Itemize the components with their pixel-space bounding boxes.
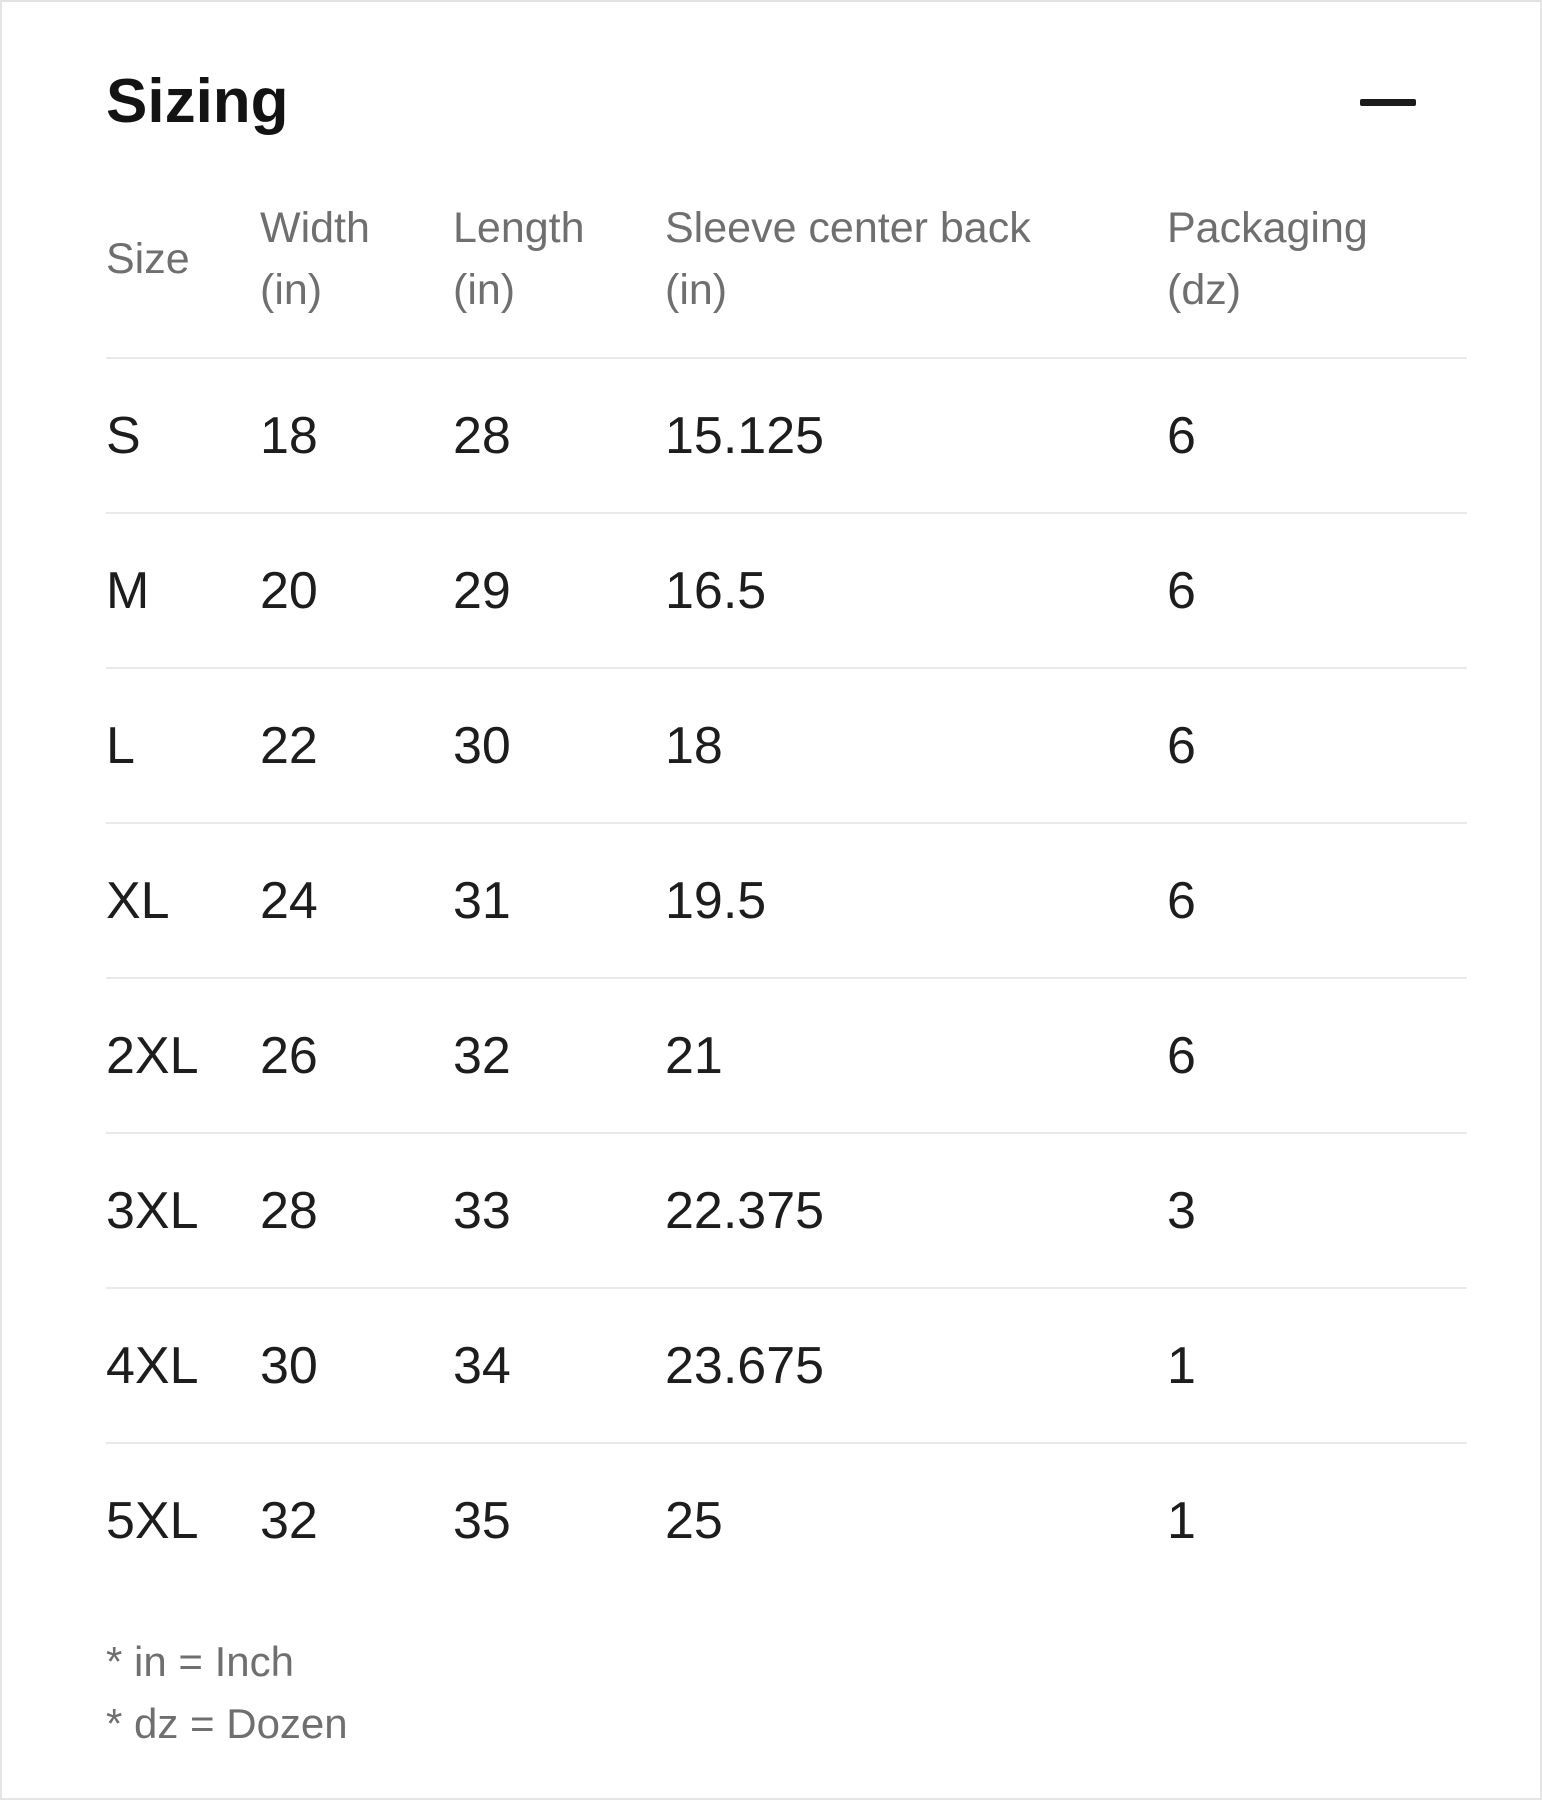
column-header-label: Width — [260, 204, 370, 252]
column-header-label: Length — [453, 204, 585, 252]
cell-length: 29 — [453, 561, 511, 620]
cell-sleeve-center-back: 18 — [665, 716, 723, 775]
cell-packaging: 1 — [1167, 1336, 1196, 1395]
collapse-section-button[interactable] — [1360, 74, 1416, 130]
cell-width: 32 — [260, 1491, 318, 1550]
cell-width: 18 — [260, 406, 318, 465]
footnote-dozen: * dz = Dozen — [106, 1700, 348, 1747]
column-header-label: Packaging — [1167, 204, 1368, 252]
cell-size: M — [106, 561, 150, 620]
cell-size: 3XL — [106, 1181, 199, 1240]
cell-width: 22 — [260, 716, 318, 775]
cell-packaging: 6 — [1167, 406, 1196, 465]
minus-icon — [1360, 98, 1416, 106]
sizing-table: Size Width (in) Length (in) Sleeve cente… — [106, 197, 1467, 1597]
cell-packaging: 6 — [1167, 561, 1196, 620]
table-row: 4XL 30 34 23.675 1 — [106, 1288, 1467, 1443]
cell-length: 28 — [453, 406, 511, 465]
cell-packaging: 1 — [1167, 1491, 1196, 1550]
cell-width: 26 — [260, 1026, 318, 1085]
column-header-packaging: Packaging (dz) — [1167, 197, 1467, 358]
footnotes: * in = Inch * dz = Dozen — [106, 1631, 1467, 1755]
cell-packaging: 3 — [1167, 1181, 1196, 1240]
table-header-row: Size Width (in) Length (in) Sleeve cente… — [106, 197, 1467, 358]
cell-length: 34 — [453, 1336, 511, 1395]
cell-size: 4XL — [106, 1336, 199, 1395]
section-title: Sizing — [106, 67, 289, 136]
column-header-sleeve-center-back: Sleeve center back (in) — [665, 197, 1167, 358]
cell-length: 35 — [453, 1491, 511, 1550]
cell-width: 28 — [260, 1181, 318, 1240]
cell-size: 2XL — [106, 1026, 199, 1085]
cell-width: 24 — [260, 871, 318, 930]
cell-sleeve-center-back: 25 — [665, 1491, 723, 1550]
cell-sleeve-center-back: 21 — [665, 1026, 723, 1085]
column-header-unit: (in) — [665, 266, 728, 314]
table-row: L 22 30 18 6 — [106, 668, 1467, 823]
cell-length: 32 — [453, 1026, 511, 1085]
cell-size: XL — [106, 871, 170, 930]
cell-width: 20 — [260, 561, 318, 620]
column-header-label: Size — [106, 235, 190, 283]
cell-sleeve-center-back: 19.5 — [665, 871, 767, 930]
column-header-size: Size — [106, 197, 260, 358]
table-row: 5XL 32 35 25 1 — [106, 1443, 1467, 1597]
cell-packaging: 6 — [1167, 871, 1196, 930]
table-row: S 18 28 15.125 6 — [106, 358, 1467, 513]
column-header-unit: (in) — [453, 266, 516, 314]
table-row: 2XL 26 32 21 6 — [106, 978, 1467, 1133]
cell-sleeve-center-back: 23.675 — [665, 1336, 825, 1395]
cell-length: 30 — [453, 716, 511, 775]
cell-sleeve-center-back: 15.125 — [665, 406, 825, 465]
column-header-label: Sleeve center back — [665, 204, 1031, 252]
cell-length: 33 — [453, 1181, 511, 1240]
cell-width: 30 — [260, 1336, 318, 1395]
column-header-unit: (dz) — [1167, 266, 1242, 314]
table-body: S 18 28 15.125 6 M 20 29 16.5 6 L 22 30 … — [106, 358, 1467, 1597]
column-header-unit: (in) — [260, 266, 323, 314]
cell-size: 5XL — [106, 1491, 199, 1550]
cell-sleeve-center-back: 22.375 — [665, 1181, 825, 1240]
cell-packaging: 6 — [1167, 1026, 1196, 1085]
table-row: 3XL 28 33 22.375 3 — [106, 1133, 1467, 1288]
cell-packaging: 6 — [1167, 716, 1196, 775]
column-header-width: Width (in) — [260, 197, 453, 358]
table-row: XL 24 31 19.5 6 — [106, 823, 1467, 978]
table-row: M 20 29 16.5 6 — [106, 513, 1467, 668]
cell-sleeve-center-back: 16.5 — [665, 561, 767, 620]
column-header-length: Length (in) — [453, 197, 665, 358]
cell-size: S — [106, 406, 141, 465]
section-header: Sizing — [106, 52, 1467, 152]
footnote-inch: * in = Inch — [106, 1638, 294, 1685]
cell-size: L — [106, 716, 135, 775]
cell-length: 31 — [453, 871, 511, 930]
